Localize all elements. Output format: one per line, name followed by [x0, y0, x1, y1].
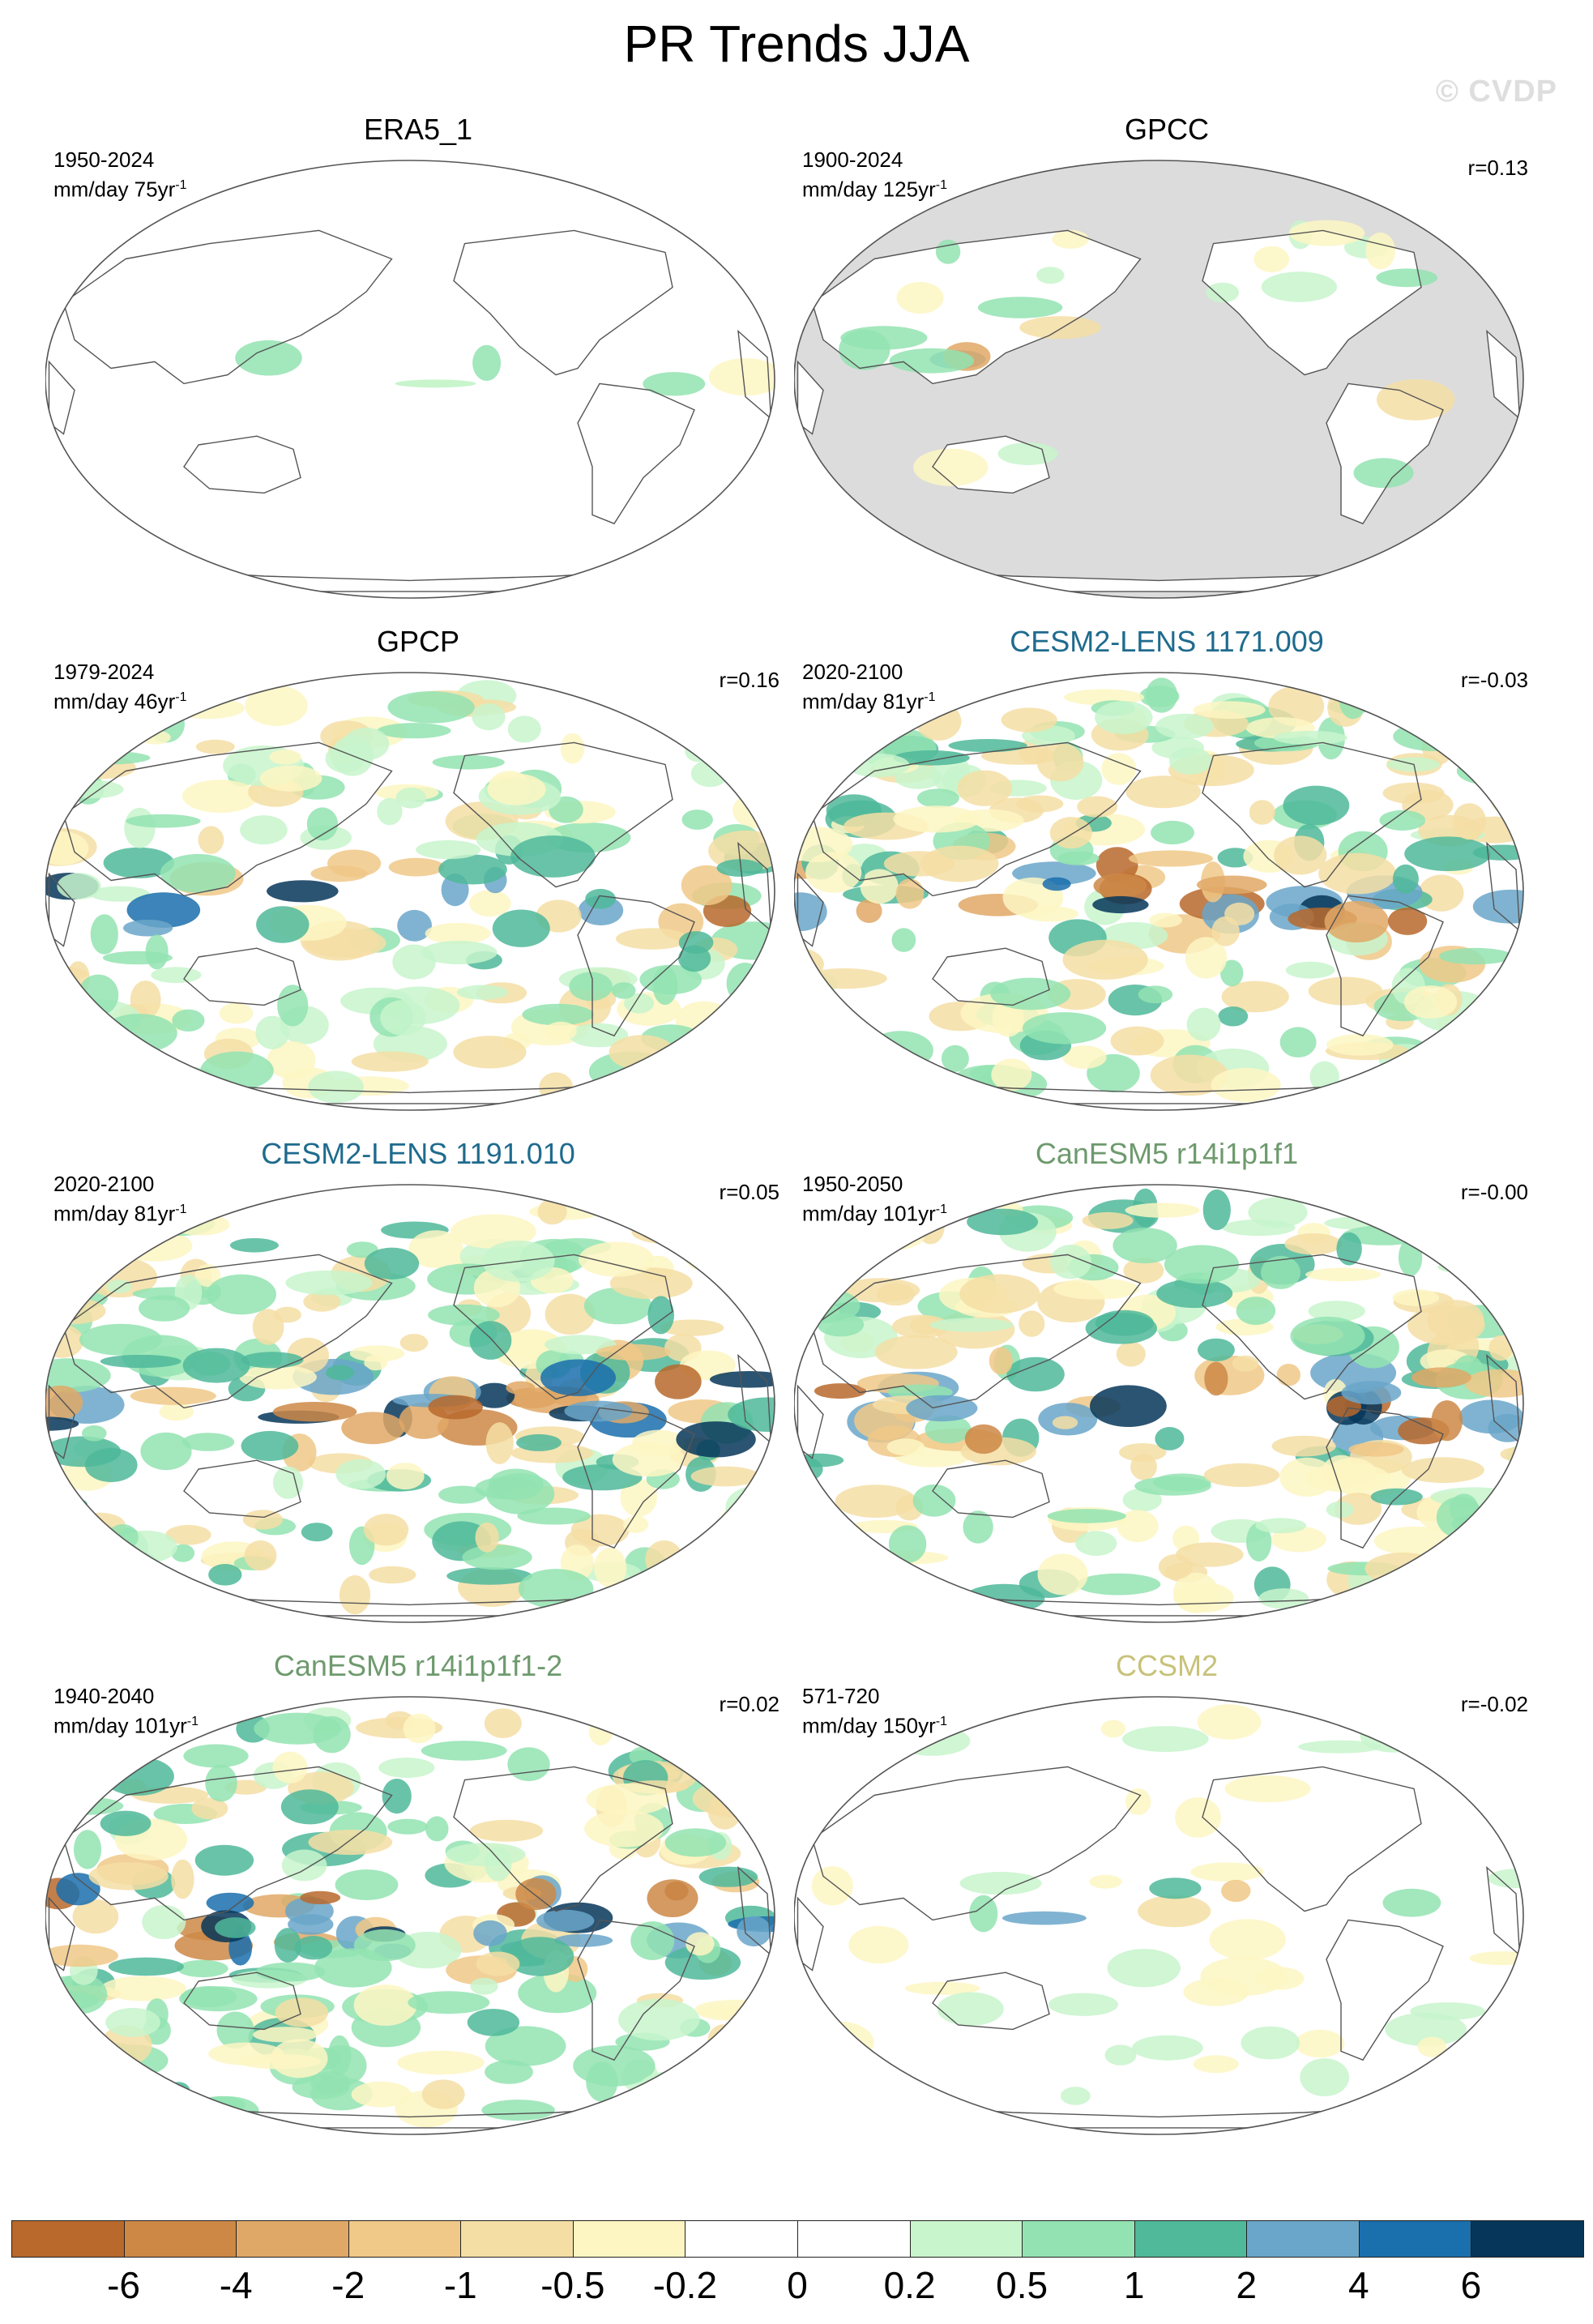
units-exponent: -1 — [175, 178, 187, 192]
colorbar-box — [909, 2220, 1023, 2258]
panel-units: mm/day 101yr-1 — [802, 1198, 947, 1226]
colorbar-box — [123, 2220, 237, 2258]
colorbar-label: -6 — [107, 2264, 141, 2306]
panel-units: mm/day 150yr-1 — [802, 1710, 947, 1738]
map-panel-cesm-1191: CESM2-LENS 1191.010 2020-2100 mm/day 81yr-… — [45, 1136, 791, 1623]
panel-title: CanESM5 r14i1p1f1-2 — [273, 1649, 563, 1682]
panel-correlation: r=0.13 — [1467, 156, 1528, 180]
map-canesm5-2 — [45, 1696, 775, 2135]
units-exponent: -1 — [935, 1715, 947, 1728]
cvdp-watermark: © CVDP — [1435, 75, 1557, 109]
panel-units: mm/day 81yr-1 — [53, 1198, 187, 1226]
main-title: PR Trends JJA — [623, 15, 970, 73]
units-prefix: mm/day 101yr — [53, 1713, 187, 1738]
panel-correlation: r=-0.02 — [1460, 1692, 1528, 1716]
map-cesm-1171 — [794, 672, 1524, 1111]
units-exponent: -1 — [935, 1203, 947, 1216]
colorbar-label: -0.5 — [540, 2264, 605, 2306]
panel-period: 2020-2100 — [53, 1172, 155, 1196]
map-cesm-1191 — [45, 1184, 775, 1623]
colorbar-box — [1134, 2220, 1248, 2258]
panel-period: 1940-2040 — [53, 1684, 155, 1708]
panel-period: 1950-2024 — [53, 147, 155, 172]
colorbar-label: -2 — [331, 2264, 365, 2306]
map-panel-canesm5: CanESM5 r14i1p1f1 1950-2050 mm/day 101yr-1… — [794, 1136, 1540, 1623]
map-gpcp — [45, 672, 775, 1111]
panel-correlation: r=-0.00 — [1460, 1180, 1528, 1204]
panel-correlation: r=0.02 — [719, 1692, 779, 1716]
colorbar-box — [460, 2220, 574, 2258]
colorbar-label: -1 — [443, 2264, 477, 2306]
panel-units: mm/day 101yr-1 — [53, 1710, 199, 1738]
colorbar-box — [572, 2220, 686, 2258]
units-prefix: mm/day 125yr — [802, 177, 936, 202]
panel-title: CCSM2 — [1115, 1649, 1219, 1682]
panel-period: 1950-2050 — [802, 1172, 903, 1196]
map-era5 — [45, 160, 775, 599]
map-canesm5 — [794, 1184, 1524, 1623]
panel-period: 2020-2100 — [802, 660, 903, 684]
panel-title: GPCC — [1124, 113, 1209, 146]
panel-units: mm/day 81yr-1 — [802, 686, 936, 714]
panel-correlation: r=-0.03 — [1460, 668, 1528, 692]
units-prefix: mm/day 46yr — [53, 689, 176, 714]
colorbar-box — [797, 2220, 911, 2258]
panel-correlation: r=0.05 — [719, 1180, 779, 1204]
units-prefix: mm/day 150yr — [802, 1713, 936, 1738]
panel-period: 1979-2024 — [53, 660, 155, 684]
panel-period: 571-720 — [802, 1684, 880, 1708]
colorbar-label: 2 — [1236, 2264, 1258, 2306]
colorbar-box — [1022, 2220, 1135, 2258]
colorbar-label: 0.5 — [996, 2264, 1048, 2306]
colorbar-label: 0.2 — [883, 2264, 936, 2306]
colorbar-box — [685, 2220, 798, 2258]
colorbar-label: 1 — [1123, 2264, 1145, 2306]
colorbar-label: -0.2 — [652, 2264, 718, 2306]
map-panel-canesm5-2: CanESM5 r14i1p1f1-2 1940-2040 mm/day 101yr… — [45, 1648, 791, 2135]
colorbar-label: -4 — [219, 2264, 253, 2306]
units-exponent: -1 — [186, 1715, 199, 1728]
colorbar-box — [1358, 2220, 1472, 2258]
panel-period: 1900-2024 — [802, 147, 903, 172]
panel-title: ERA5_1 — [363, 113, 473, 146]
units-exponent: -1 — [175, 1203, 187, 1216]
colorbar-box — [1246, 2220, 1360, 2258]
map-panel-gpcp: GPCP 1979-2024 mm/day 46yr-1 r=0.16 — [45, 624, 791, 1111]
units-exponent: -1 — [175, 690, 187, 704]
units-exponent: -1 — [924, 690, 936, 704]
units-prefix: mm/day 75yr — [53, 177, 176, 202]
panel-units: mm/day 125yr-1 — [802, 173, 947, 202]
panel-units: mm/day 75yr-1 — [53, 173, 187, 202]
units-prefix: mm/day 101yr — [802, 1201, 936, 1226]
map-panel-gpcc: GPCC 1900-2024 mm/day 125yr-1 r=0.13 — [794, 112, 1540, 599]
colorbar-label: 6 — [1460, 2264, 1482, 2306]
map-ccsm2 — [794, 1696, 1524, 2135]
colorbar-box — [11, 2220, 125, 2258]
units-prefix: mm/day 81yr — [53, 1201, 176, 1226]
map-panel-cesm-1171: CESM2-LENS 1171.009 2020-2100 mm/day 81yr-… — [794, 624, 1540, 1111]
panel-correlation: r=0.16 — [719, 668, 779, 692]
units-exponent: -1 — [935, 178, 947, 192]
colorbar-box — [236, 2220, 349, 2258]
map-panel-ccsm2: CCSM2 571-720 mm/day 150yr-1 r=-0.02 — [794, 1648, 1540, 2135]
map-panel-era5: ERA5_1 1950-2024 mm/day 75yr-1 — [45, 112, 791, 599]
colorbar-label: 0 — [787, 2264, 808, 2306]
panel-title: GPCP — [376, 625, 460, 658]
panel-units: mm/day 46yr-1 — [53, 686, 187, 714]
colorbar-label: 4 — [1348, 2264, 1369, 2306]
map-gpcc — [794, 160, 1524, 599]
panel-title: CESM2-LENS 1171.009 — [1010, 625, 1324, 658]
panel-title: CanESM5 r14i1p1f1 — [1035, 1137, 1299, 1170]
units-prefix: mm/day 81yr — [802, 689, 925, 714]
colorbar-box — [348, 2220, 462, 2258]
panel-title: CESM2-LENS 1191.010 — [261, 1137, 575, 1170]
colorbar-box — [1471, 2220, 1584, 2258]
